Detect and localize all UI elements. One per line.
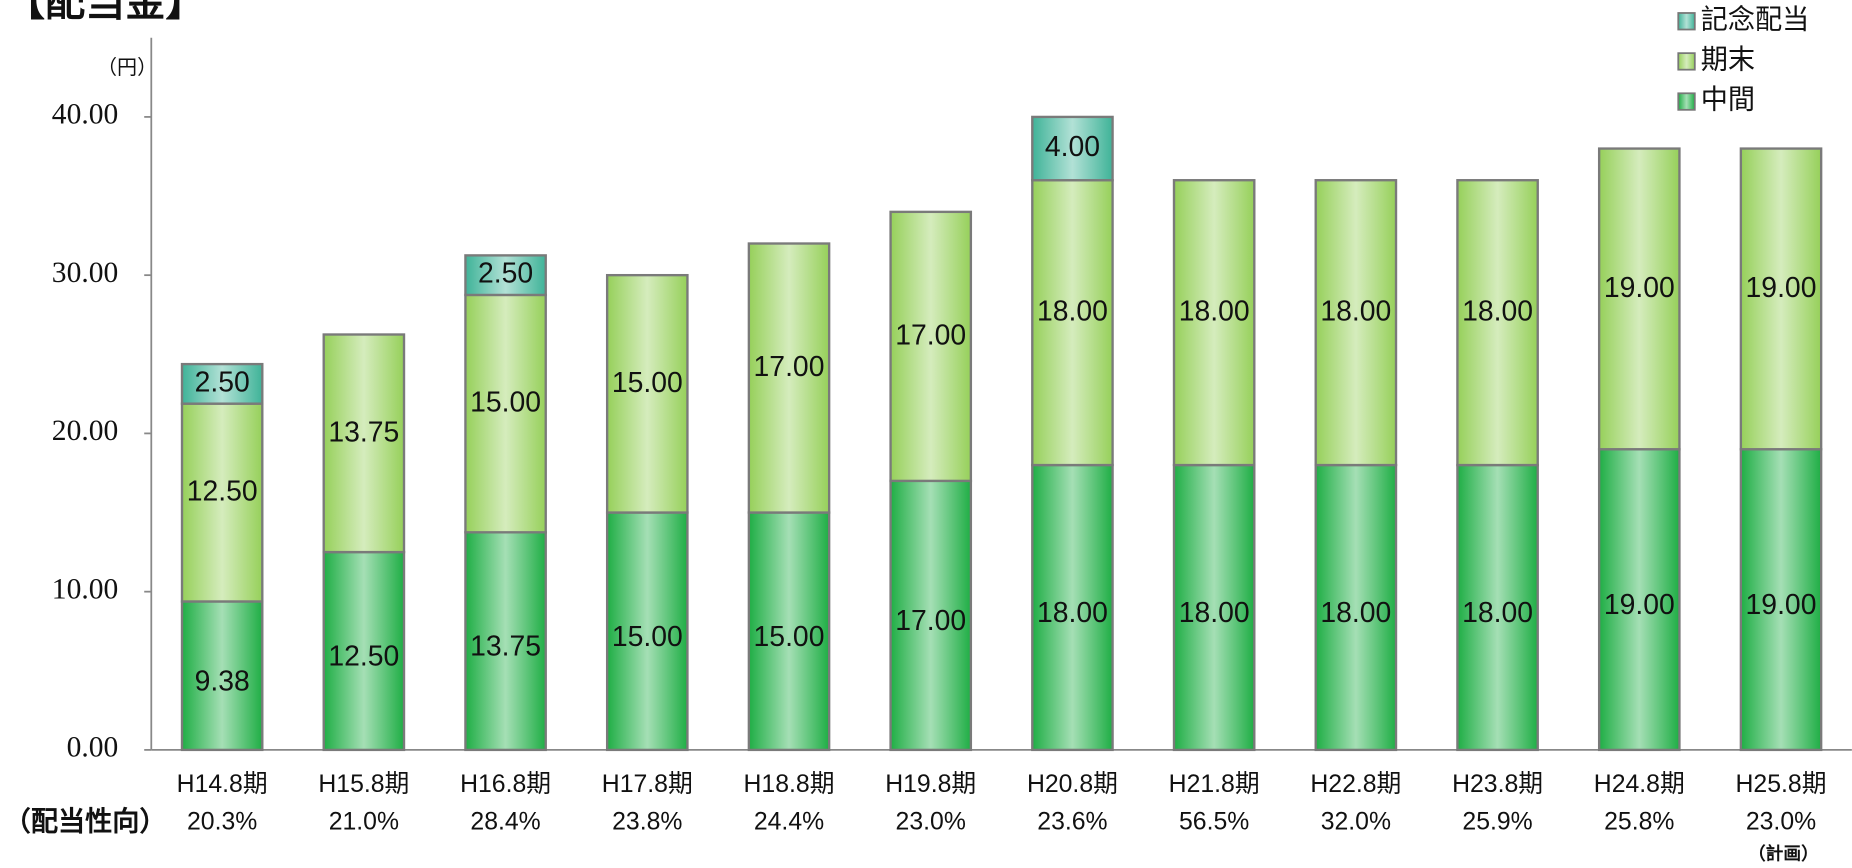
payout-value: 23.0% <box>896 809 966 836</box>
bar-segment <box>180 402 264 603</box>
bar-segment <box>180 362 264 405</box>
bar-segment <box>889 210 973 483</box>
payout-value: 23.6% <box>1037 809 1107 836</box>
value-label: 17.00 <box>895 605 966 637</box>
bar-segment <box>605 273 689 514</box>
value-label: 15.00 <box>612 367 683 399</box>
bar-segment <box>1597 147 1681 451</box>
bar-segment <box>1314 179 1398 467</box>
legend-swatch <box>1677 12 1696 31</box>
value-label: 19.00 <box>1746 589 1817 621</box>
bar-segment <box>889 479 973 752</box>
bar-segment <box>1314 463 1398 752</box>
payout-value: 20.3% <box>187 809 257 836</box>
value-label: 18.00 <box>1320 296 1391 328</box>
payout-value: 21.0% <box>329 809 399 836</box>
payout-value: 23.8% <box>612 809 682 836</box>
legend-swatch <box>1677 92 1696 111</box>
bar-segment <box>1456 179 1539 467</box>
value-label: 18.00 <box>1462 597 1533 629</box>
bar-segment <box>322 333 406 554</box>
payout-value: 32.0% <box>1321 809 1391 836</box>
x-tick-label: H16.8期 <box>460 771 551 798</box>
value-label: 19.00 <box>1604 272 1675 304</box>
payout-value: 56.5% <box>1179 809 1249 836</box>
value-label: 13.75 <box>470 631 541 663</box>
value-label: 18.00 <box>1037 597 1108 629</box>
payout-value: 28.4% <box>470 809 540 836</box>
x-tick-label: H20.8期 <box>1027 771 1118 798</box>
value-label: 9.38 <box>195 665 250 697</box>
value-label: 2.50 <box>195 366 250 398</box>
value-label: 17.00 <box>754 351 825 383</box>
y-tick-label: 0.00 <box>67 732 119 764</box>
bar-segment <box>322 550 406 752</box>
value-label: 4.00 <box>1045 131 1100 163</box>
legend-swatch <box>1677 52 1696 71</box>
bar-segment <box>180 600 264 752</box>
bar-segment <box>1031 115 1114 182</box>
payout-value: 24.4% <box>754 809 824 836</box>
y-tick-label: 40.00 <box>52 99 118 131</box>
value-label: 18.00 <box>1037 296 1108 328</box>
legend-label: 記念配当 <box>1701 3 1810 34</box>
value-label: 15.00 <box>470 387 541 419</box>
bar-segment <box>747 242 831 514</box>
payout-value: 25.9% <box>1462 809 1532 836</box>
bar-segment <box>1172 463 1256 752</box>
x-tick-label: H24.8期 <box>1594 771 1685 798</box>
legend-label: 期末 <box>1701 44 1755 75</box>
y-unit: （円） <box>97 56 157 79</box>
payout-value: 25.8% <box>1604 809 1674 836</box>
bar-segment <box>1031 463 1114 752</box>
value-label: 18.00 <box>1320 597 1391 629</box>
bar-segment <box>747 511 831 752</box>
bar-segment <box>464 293 547 534</box>
value-label: 18.00 <box>1462 296 1533 328</box>
bar-segment <box>1456 463 1539 752</box>
value-label: 13.75 <box>328 416 399 448</box>
plan-note: （計画） <box>1748 843 1819 864</box>
value-label: 12.50 <box>187 476 258 508</box>
chart-title: 【配当金】 <box>5 0 206 24</box>
bar-segment <box>605 511 689 752</box>
value-label: 17.00 <box>895 319 966 351</box>
x-tick-label: H22.8期 <box>1310 771 1401 798</box>
value-label: 2.50 <box>478 258 533 290</box>
x-tick-label: H21.8期 <box>1169 771 1260 798</box>
y-tick-label: 10.00 <box>52 573 118 605</box>
value-label: 19.00 <box>1604 589 1675 621</box>
value-label: 19.00 <box>1746 272 1817 304</box>
bar-segment <box>464 254 547 297</box>
value-label: 15.00 <box>612 621 683 653</box>
payout-label: （配当性向） <box>4 805 167 836</box>
bar-segment <box>1031 179 1114 467</box>
y-tick-label: 30.00 <box>52 257 118 289</box>
value-label: 12.50 <box>328 641 399 673</box>
x-tick-label: H18.8期 <box>744 771 835 798</box>
payout-value: 23.0% <box>1746 809 1816 836</box>
bar-segment <box>1172 179 1256 467</box>
x-tick-label: H25.8期 <box>1736 771 1827 798</box>
x-tick-label: H19.8期 <box>885 771 976 798</box>
x-tick-label: H17.8期 <box>602 771 693 798</box>
value-label: 18.00 <box>1179 597 1250 629</box>
bar-segment <box>1739 147 1823 451</box>
bar-segment <box>464 531 547 752</box>
legend-label: 中間 <box>1701 84 1755 115</box>
value-label: 18.00 <box>1179 296 1250 328</box>
bar-segment <box>1597 448 1681 752</box>
x-tick-label: H14.8期 <box>177 771 268 798</box>
x-tick-label: H15.8期 <box>318 771 409 798</box>
y-tick-label: 20.00 <box>52 415 118 447</box>
value-label: 15.00 <box>754 621 825 653</box>
x-tick-label: H23.8期 <box>1452 771 1543 798</box>
